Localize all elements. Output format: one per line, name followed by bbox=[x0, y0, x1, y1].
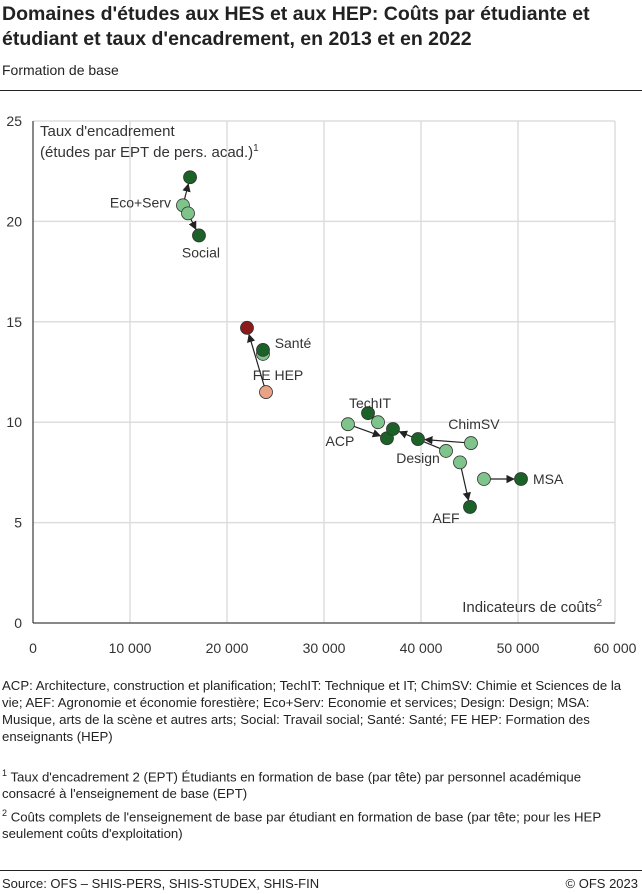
copyright: © OFS 2023 bbox=[565, 876, 638, 891]
point-2013 bbox=[341, 417, 355, 432]
point-label: TechIT bbox=[349, 395, 391, 411]
y-tick-label: 20 bbox=[6, 213, 22, 229]
point-2013 bbox=[259, 385, 273, 399]
point-2022 bbox=[192, 228, 206, 243]
point-2022 bbox=[463, 500, 477, 514]
point-2013 bbox=[477, 472, 491, 486]
point-2022 bbox=[256, 343, 270, 357]
point-label: Social bbox=[182, 244, 220, 260]
x-axis-label: Indicateurs de coûts2 bbox=[462, 598, 602, 616]
source: Source: OFS – SHIS-PERS, SHIS-STUDEX, SH… bbox=[2, 876, 320, 891]
point-label: Eco+Serv bbox=[110, 194, 171, 210]
point-2013 bbox=[439, 444, 453, 458]
point-2022 bbox=[361, 406, 375, 421]
point-2022 bbox=[411, 432, 425, 446]
point-2022 bbox=[514, 472, 528, 486]
x-tick-label: 30 000 bbox=[303, 640, 346, 656]
point-label: MSA bbox=[533, 471, 564, 487]
footnote-1: 1 Taux d'encadrement 2 (EPT) Étudiants e… bbox=[2, 768, 582, 802]
point-2022 bbox=[386, 422, 400, 436]
chart-title: Domaines d'études aux HES et aux HEP: Co… bbox=[2, 3, 590, 50]
x-tick-label: 60 000 bbox=[594, 640, 637, 656]
y-tick-label: 5 bbox=[14, 515, 22, 531]
point-label: FE HEP bbox=[253, 367, 304, 383]
x-tick-label: 20 000 bbox=[206, 640, 249, 656]
point-label: ACP bbox=[326, 433, 355, 449]
point-2013 bbox=[464, 436, 478, 450]
point-2013 bbox=[453, 455, 467, 470]
y-tick-label: 15 bbox=[6, 314, 22, 330]
x-tick-label: 0 bbox=[29, 640, 37, 656]
change-arrow bbox=[424, 435, 472, 445]
scatter-chart: 0 10 000 20 000 30 000 40 000 50 000 60 000 0 5 1… bbox=[6, 113, 637, 656]
x-tick-label: 10 000 bbox=[109, 640, 152, 656]
y-axis-label-line2: (études par EPT de pers. acad.)1 bbox=[40, 143, 259, 161]
y-tick-label: 10 bbox=[6, 414, 22, 430]
abbreviations-note: ACP: Architecture, construction et plani… bbox=[2, 678, 622, 744]
y-tick-label: 0 bbox=[14, 615, 22, 631]
y-axis-label-line1: Taux d'encadrement bbox=[40, 123, 175, 140]
point-label: AEF bbox=[432, 510, 459, 526]
y-tick-label: 25 bbox=[6, 113, 22, 129]
change-arrow bbox=[247, 333, 267, 393]
point-2022 bbox=[183, 170, 197, 185]
divider bbox=[0, 870, 642, 871]
point-2022 bbox=[240, 320, 254, 335]
point-label: Santé bbox=[275, 335, 312, 351]
x-tick-label: 40 000 bbox=[400, 640, 443, 656]
footnote-2: 2 Coûts complets de l'enseignement de ba… bbox=[2, 808, 601, 842]
x-tick-label: 50 000 bbox=[497, 640, 540, 656]
point-label: Design bbox=[396, 450, 440, 466]
divider bbox=[0, 90, 642, 91]
point-2013 bbox=[181, 206, 195, 221]
point-label: ChimSV bbox=[448, 416, 500, 432]
chart-subtitle: Formation de base bbox=[2, 62, 119, 78]
point-2013 bbox=[371, 415, 385, 430]
